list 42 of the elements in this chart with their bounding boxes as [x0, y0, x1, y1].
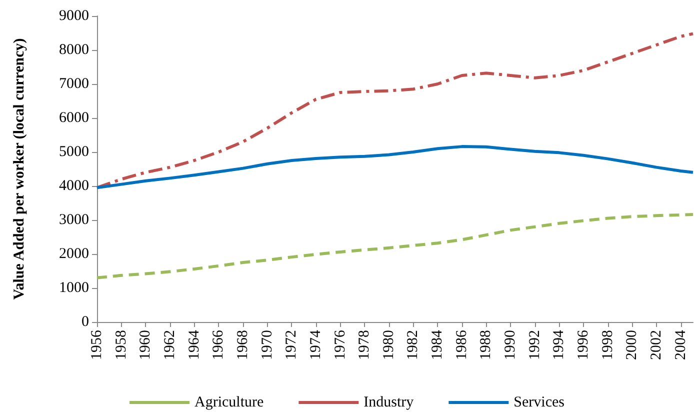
x-tick-label: 1982 [405, 330, 422, 360]
legend-label: Industry [364, 394, 414, 410]
x-tick-label: 1978 [356, 330, 373, 360]
line-series [96, 32, 694, 190]
y-tick-label: 4000 [59, 178, 89, 194]
y-tick-label: 3000 [59, 212, 89, 228]
legend-label: Agriculture [194, 394, 264, 410]
line-series [96, 145, 694, 190]
x-tick-label: 1956 [89, 330, 105, 360]
x-tick-label: 1998 [600, 330, 616, 360]
x-tick-label: 1980 [380, 330, 397, 360]
x-tick-label: 1990 [502, 330, 519, 360]
x-tick-label: 1968 [234, 330, 251, 360]
x-tick-label: 1992 [526, 330, 543, 360]
x-tick-label: 1960 [138, 330, 154, 360]
x-tick-label: 1984 [430, 330, 446, 360]
x-tick-label: 1976 [332, 330, 348, 360]
x-tick-label: 1970 [259, 330, 276, 360]
y-tick-label: 7000 [59, 76, 89, 92]
y-tick-label: 5000 [59, 144, 89, 160]
y-tick-label: 0 [82, 314, 89, 330]
y-tick-label: 1000 [59, 280, 89, 296]
legend-label: Services [514, 394, 565, 410]
x-tick-label: 1974 [308, 330, 324, 360]
x-tick-label: 2000 [624, 330, 640, 360]
y-tick-label: 2000 [59, 246, 89, 262]
x-tick-label: 1988 [478, 330, 494, 360]
x-tick-label: 2002 [648, 330, 665, 360]
x-tick-label: 2004 [672, 330, 689, 360]
x-tick-label: 1964 [186, 330, 202, 360]
x-tick-label: 1986 [454, 330, 470, 360]
line-series [96, 213, 694, 280]
x-tick-label: 1966 [210, 330, 227, 360]
x-tick-label: 1972 [284, 330, 300, 360]
x-tick-label: 1962 [162, 330, 178, 360]
y-tick-label: 6000 [59, 110, 89, 126]
y-tick-label: 8000 [59, 42, 89, 58]
y-axis-title: Value Added per worker (local currency) [12, 38, 28, 300]
x-tick-label: 1994 [551, 330, 568, 360]
y-tick-label: 9000 [59, 8, 89, 24]
x-tick-label: 1958 [113, 330, 130, 360]
x-tick-label: 1996 [576, 330, 592, 360]
